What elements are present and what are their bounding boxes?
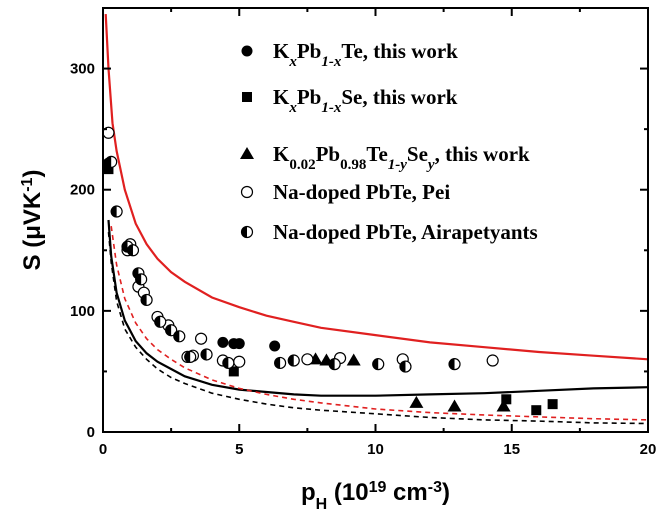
x-axis-title-sub: H	[316, 496, 328, 513]
point-circle-half-5	[135, 273, 148, 286]
y-axis-title-text: S (μVK	[19, 191, 46, 270]
x-axis-title-base: p	[301, 479, 316, 506]
x-axis-title: pH (1019 cm-3)	[301, 479, 450, 513]
point-triangle-filled-3	[409, 395, 424, 408]
y-tick-label: 100	[70, 303, 95, 320]
y-axis-title-close: )	[19, 170, 46, 178]
point-circle-open-12	[301, 353, 314, 366]
x-axis-title-exp2: -3	[428, 479, 442, 496]
point-circle-half-6	[140, 293, 153, 307]
legend-marker-4	[240, 225, 254, 239]
legend-label-3: Na-doped PbTe, Pei	[273, 180, 450, 204]
x-tick-label: 5	[235, 441, 243, 458]
point-circle-filled-3	[233, 338, 245, 350]
point-circle-open-15	[486, 354, 499, 367]
x-axis-title-close: )	[442, 479, 450, 506]
point-square-filled-3	[531, 405, 542, 416]
data-points	[102, 126, 558, 416]
dashed-curve-2	[110, 225, 648, 421]
point-square-filled-0	[103, 164, 114, 175]
model-curves	[104, 14, 648, 425]
point-circle-half-18	[448, 358, 461, 371]
legend-marker-1	[242, 92, 252, 102]
legend-label-0: KxPb1-xTe, this work	[273, 39, 458, 70]
point-square-filled-2	[501, 394, 512, 405]
point-triangle-filled-2	[346, 353, 361, 366]
point-circle-open-11	[233, 355, 246, 368]
y-tick-label: 0	[87, 424, 95, 441]
point-circle-half-10	[184, 350, 197, 363]
point-circle-half-11	[200, 348, 213, 361]
solid-curve-1	[107, 219, 648, 397]
point-square-filled-1	[228, 366, 239, 377]
point-circle-half-8	[165, 324, 178, 337]
point-circle-half-0	[105, 155, 118, 168]
point-circle-filled-4	[269, 340, 281, 352]
point-circle-half-7	[154, 315, 167, 328]
x-tick-label: 10	[367, 441, 384, 458]
y-axis-title: S (μVK-1)	[19, 170, 47, 271]
point-circle-half-3	[126, 244, 140, 257]
point-circle-half-16	[372, 358, 385, 371]
x-axis-title-unit: cm	[386, 479, 427, 506]
dashed-curve-3	[107, 232, 648, 425]
x-tick-label: 15	[503, 441, 520, 458]
legend-label-2: K0.02Pb0.98Te1-ySey, this work	[273, 142, 530, 173]
point-circle-half-13	[274, 356, 287, 370]
x-tick-label: 20	[640, 441, 657, 458]
solid-curve-0	[104, 14, 648, 361]
point-circle-half-12	[222, 356, 235, 370]
point-circle-half-1	[110, 205, 123, 218]
point-triangle-filled-4	[447, 399, 462, 412]
x-axis-title-exp: 19	[369, 479, 387, 496]
point-square-filled-4	[547, 399, 558, 410]
legend: KxPb1-xTe, this work KxPb1-xSe, this work…	[240, 39, 538, 244]
legend-marker-2	[240, 147, 254, 159]
x-tick-label: 0	[99, 441, 107, 458]
point-circle-open-9	[195, 332, 208, 345]
y-tick-label: 300	[70, 61, 95, 78]
y-axis-title-exp: -1	[19, 177, 36, 191]
point-triangle-filled-5	[496, 399, 511, 412]
point-circle-filled-1	[217, 336, 229, 348]
point-circle-half-9	[173, 330, 186, 343]
legend-marker-3	[240, 185, 254, 199]
x-axis-title-units: (10	[327, 479, 368, 506]
point-circle-half-14	[287, 354, 300, 367]
legend-label-1: KxPb1-xSe, this work	[273, 85, 458, 116]
legend-marker-0	[241, 45, 253, 57]
y-tick-label: 200	[70, 182, 95, 199]
legend-label-4: Na-doped PbTe, Airapetyants	[273, 220, 538, 244]
point-circle-half-17	[399, 360, 412, 373]
point-circle-half-15	[328, 358, 341, 371]
